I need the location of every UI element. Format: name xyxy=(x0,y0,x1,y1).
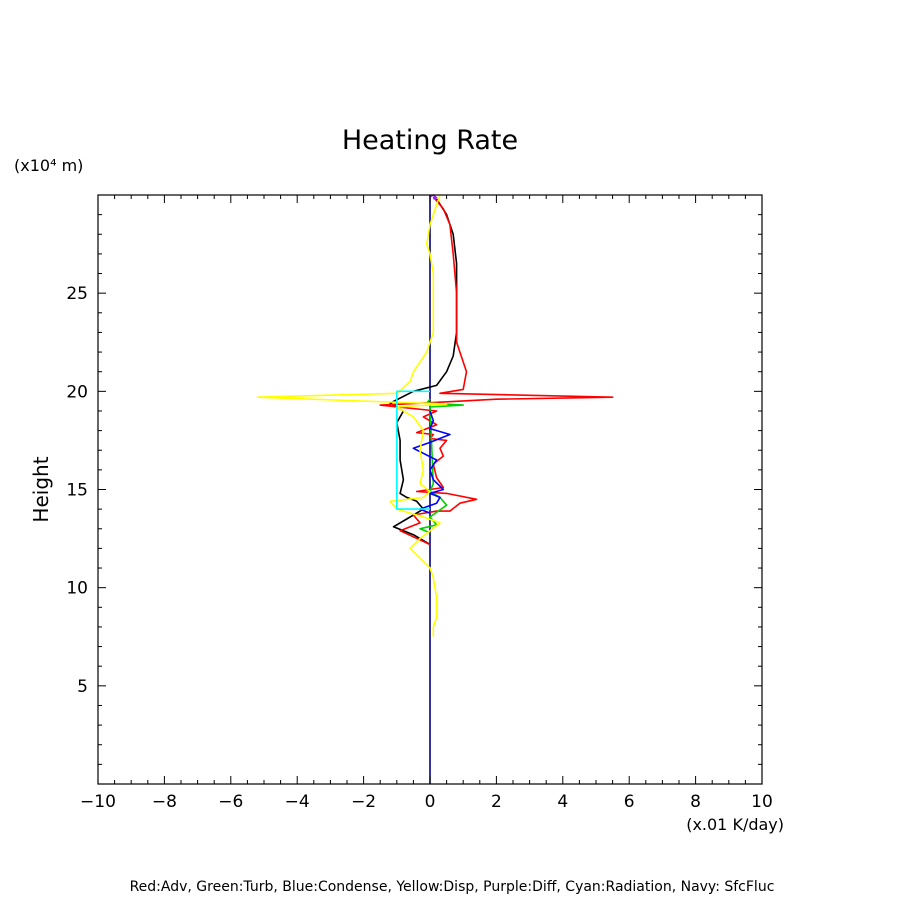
y-tick-label: 15 xyxy=(66,481,88,501)
series-layer xyxy=(256,194,614,784)
x-tick-label: 6 xyxy=(624,792,635,812)
chart-caption: Red:Adv, Green:Turb, Blue:Condense, Yell… xyxy=(130,879,775,895)
x-tick-label: −6 xyxy=(218,792,243,812)
axis-layer: −10 −8 −6 −4 −2 0 2 4 6 8 10 5 10 15 20 25 xyxy=(66,194,773,812)
x-tick-label: −2 xyxy=(351,792,376,812)
x-tick-label: −10 xyxy=(80,792,116,812)
x-tick-label: 0 xyxy=(425,792,436,812)
x-axis-label: (x.01 K/day) xyxy=(686,815,784,834)
chart-title: Heating Rate xyxy=(342,125,518,156)
series-line-6 xyxy=(429,194,438,200)
series-line-5 xyxy=(256,194,448,637)
y-axis-label: Height xyxy=(29,456,53,522)
series-line-2 xyxy=(379,196,614,546)
x-tick-label: −8 xyxy=(152,792,177,812)
y-axis-unit-label: (x10⁴ m) xyxy=(14,156,83,175)
y-tick-label: 25 xyxy=(66,284,88,304)
x-tick-label: 4 xyxy=(557,792,568,812)
x-tick-label: −4 xyxy=(285,792,310,812)
y-tick-label: 10 xyxy=(66,579,88,599)
series-line-4 xyxy=(412,410,451,514)
y-tick-label: 20 xyxy=(66,382,88,402)
series-line-7 xyxy=(396,390,430,510)
x-tick-label: 2 xyxy=(491,792,502,812)
y-tick-label: 5 xyxy=(77,677,88,697)
series-line-3 xyxy=(419,398,464,534)
x-tick-label: 10 xyxy=(751,792,773,812)
x-tick-label: 8 xyxy=(690,792,701,812)
